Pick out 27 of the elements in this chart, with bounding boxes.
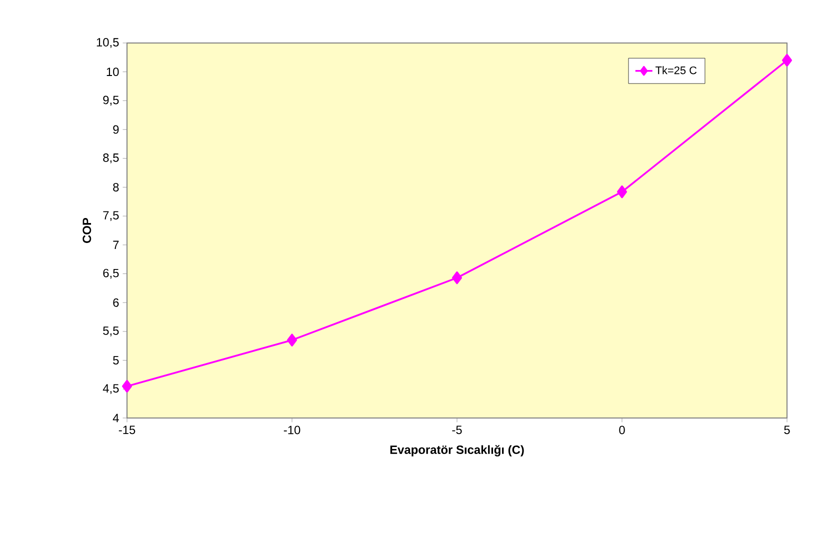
x-tick-label: -5: [452, 426, 462, 434]
y-tick-label: 7: [113, 240, 119, 250]
point: [452, 271, 462, 284]
y-tick-label: 9: [113, 125, 119, 134]
y-tick-label: 8: [113, 182, 119, 192]
y-tick-label: 10: [106, 68, 119, 76]
point: [782, 54, 792, 67]
x-tick-label: -15: [118, 426, 136, 434]
x-tick-label: -10: [284, 426, 300, 434]
y-tick-label: 6: [113, 298, 119, 307]
point: [122, 380, 132, 393]
y-tick-label: 4: [112, 414, 119, 422]
y-tick-label: 5,5: [103, 326, 119, 336]
y-tick-label: 6,5: [103, 268, 119, 279]
y-tick-label: 10,5: [96, 38, 119, 48]
y-tick-label: 5: [113, 356, 119, 364]
y-axis-title: COP: [82, 218, 92, 243]
y-tick-label: 9,5: [103, 96, 119, 106]
x-tick-label: 0: [619, 426, 625, 434]
point: [616, 185, 628, 198]
y-tick-label: 7,5: [103, 211, 119, 221]
point: [287, 334, 298, 346]
x-tick-label: 5: [784, 426, 790, 434]
y-tick-label: 4,5: [102, 384, 119, 394]
legend-label: Tk=25 C: [656, 66, 697, 74]
y-tick-label: 8,5: [103, 153, 119, 164]
x-axis-title: Evaporatör Sıcaklığı (C): [390, 445, 524, 456]
